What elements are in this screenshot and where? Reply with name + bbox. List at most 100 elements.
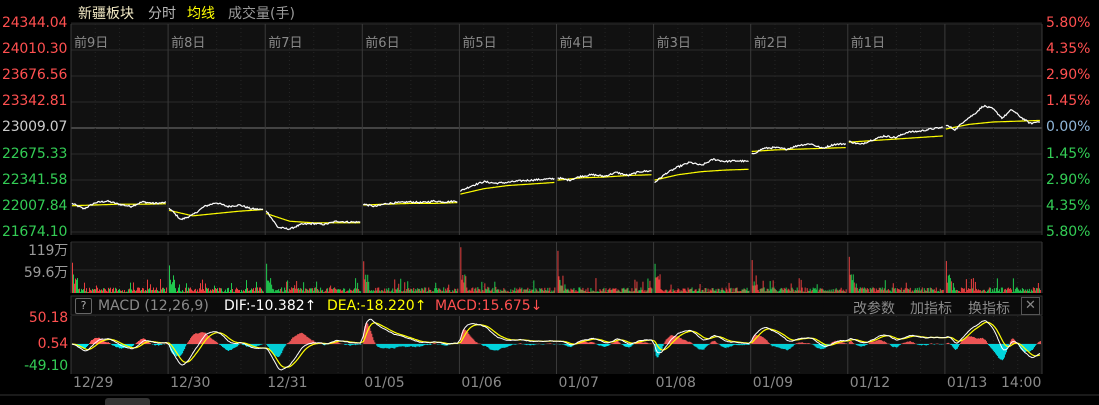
macd-histogram-bar: [385, 344, 387, 348]
volume-bar: [286, 281, 288, 293]
macd-histogram-bar: [398, 344, 400, 347]
volume-bar: [1039, 290, 1041, 293]
macd-histogram-bar: [892, 344, 894, 348]
macd-histogram-bar: [960, 341, 962, 344]
volume-bar: [160, 279, 161, 293]
macd-histogram-bar: [649, 343, 651, 344]
volume-bar: [853, 282, 855, 293]
volume-bar: [674, 290, 676, 293]
volume-bar: [832, 289, 834, 293]
volume-bar: [789, 290, 791, 293]
volume-bar: [577, 291, 579, 293]
volume-bar: [462, 274, 464, 293]
volume-bar: [531, 289, 533, 293]
volume-bar: [626, 288, 628, 293]
volume-bar: [753, 281, 755, 293]
macd-histogram-bar: [117, 344, 118, 348]
volume-bar: [940, 290, 942, 293]
volume-bar: [336, 289, 338, 293]
volume-bar: [156, 287, 157, 293]
volume-bar: [808, 290, 810, 293]
macd-histogram-bar: [776, 344, 778, 348]
macd-histogram-bar: [276, 344, 278, 357]
macd-histogram-bar: [1036, 343, 1038, 344]
volume-bar: [619, 291, 621, 293]
volume-bar: [1027, 290, 1029, 293]
macd-histogram-bar: [906, 341, 908, 344]
macd-help-button[interactable]: ?: [75, 298, 92, 314]
volume-bar: [856, 287, 858, 293]
macd-histogram-bar: [791, 344, 793, 347]
macd-histogram-bar: [667, 337, 669, 344]
volume-bar: [671, 291, 673, 293]
macd-histogram-bar: [477, 343, 479, 344]
volume-bar: [819, 288, 821, 293]
macd-histogram-bar: [587, 342, 589, 344]
macd-histogram-bar: [634, 343, 636, 344]
volume-bar: [647, 278, 649, 293]
volume-bar: [100, 290, 101, 293]
macd-histogram-bar: [850, 340, 852, 344]
switch-indicator-button[interactable]: 换指标: [968, 301, 1010, 317]
tab-intraday[interactable]: 分时: [148, 6, 176, 22]
volume-bar: [212, 289, 213, 293]
volume-bar: [247, 288, 248, 293]
macd-histogram-bar: [678, 336, 680, 344]
volume-bar: [294, 285, 296, 293]
macd-histogram-bar: [926, 344, 928, 346]
macd-histogram-bar: [283, 344, 285, 349]
volume-bar: [365, 274, 367, 293]
macd-histogram-bar: [388, 344, 390, 349]
volume-bar: [142, 287, 143, 293]
macd-histogram-bar: [710, 342, 712, 344]
horizontal-scrollbar[interactable]: [105, 398, 150, 405]
add-indicator-button[interactable]: 加指标: [910, 301, 952, 317]
macd-histogram-bar: [656, 344, 658, 358]
close-indicator-button[interactable]: ✕: [1021, 297, 1040, 315]
volume-bar: [991, 289, 993, 293]
tab-sector-name[interactable]: 新疆板块: [78, 6, 134, 22]
macd-histogram-bar: [415, 344, 417, 348]
volume-bar: [108, 287, 109, 293]
macd-histogram-bar: [963, 338, 965, 344]
tab-volume[interactable]: 成交量(手): [228, 6, 295, 22]
macd-histogram-bar: [860, 344, 862, 347]
volume-bar: [751, 260, 753, 293]
volume-bar: [756, 284, 758, 293]
macd-histogram-bar: [221, 344, 223, 346]
volume-bar: [95, 289, 96, 293]
volume-bar: [387, 290, 389, 293]
volume-bar: [273, 289, 275, 293]
macd-histogram-bar: [740, 344, 742, 345]
macd-histogram-bar: [139, 340, 140, 344]
volume-bar: [430, 289, 432, 293]
volume-bar: [821, 288, 823, 293]
volume-bar: [172, 282, 173, 293]
volume-bar: [195, 288, 196, 293]
macd-histogram-bar: [210, 337, 212, 344]
volume-bar: [683, 288, 685, 293]
macd-histogram-bar: [145, 339, 146, 344]
macd-histogram-bar: [666, 338, 668, 344]
volume-bar: [119, 288, 120, 293]
macd-histogram-bar: [568, 344, 570, 347]
macd-histogram-bar: [687, 341, 689, 344]
volume-bar: [326, 288, 328, 293]
volume-bar: [661, 290, 663, 293]
volume-bar: [298, 288, 300, 293]
macd-histogram-bar: [292, 337, 294, 344]
volume-bar: [867, 289, 869, 293]
macd-histogram-bar: [755, 335, 757, 344]
macd-histogram-bar: [337, 341, 339, 344]
volume-bar: [501, 290, 503, 293]
volume-bar: [207, 288, 208, 293]
change-params-button[interactable]: 改参数: [853, 301, 895, 317]
volume-bar: [628, 291, 630, 293]
macd-histogram-bar: [635, 343, 637, 344]
tab-average-line[interactable]: 均线: [187, 6, 215, 22]
volume-bar: [1018, 290, 1020, 293]
macd-histogram-bar: [103, 340, 104, 344]
volume-bar: [538, 291, 540, 293]
volume-bar: [536, 289, 538, 293]
macd-histogram-bar: [987, 344, 989, 346]
